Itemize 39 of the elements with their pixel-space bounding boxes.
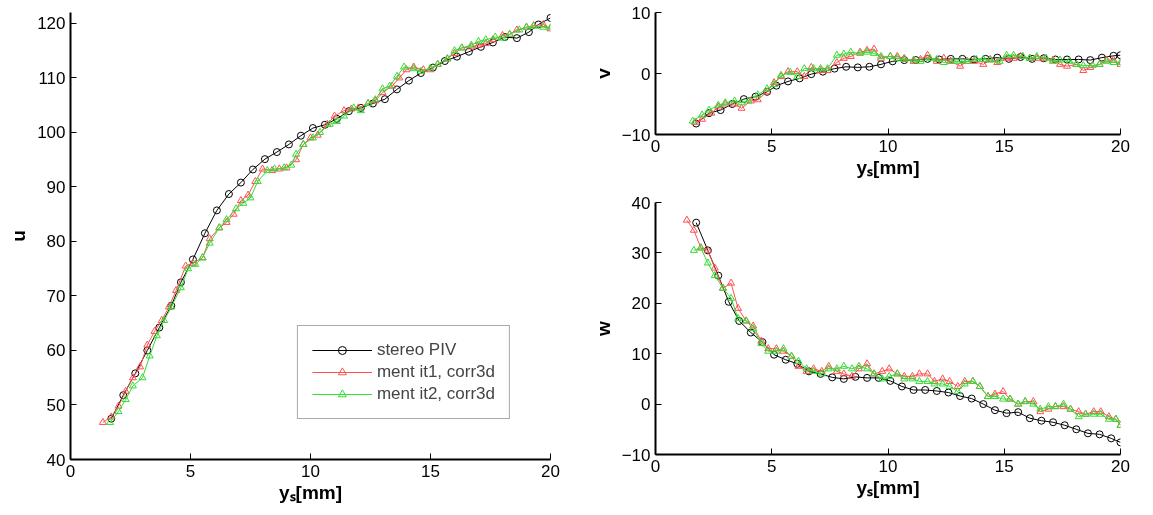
y-axis-title: v — [592, 67, 614, 79]
y-tick-label: 10 — [631, 344, 651, 364]
y-tick-label: 10 — [631, 3, 651, 23]
y-tick-label: 0 — [641, 64, 651, 84]
x-tick-label: 10 — [878, 456, 898, 476]
y-tick-label: 40 — [631, 193, 651, 213]
x-tick-label: 15 — [994, 456, 1014, 476]
y-axis-title: u — [8, 230, 30, 242]
y-tick-label: −10 — [621, 125, 651, 145]
y-axis-title: w — [592, 320, 614, 337]
y-tick-label: 50 — [46, 395, 66, 415]
y-tick-label: 80 — [46, 232, 66, 252]
x-tick-label: 20 — [1111, 136, 1130, 156]
y-tick-label: 110 — [38, 68, 66, 88]
legend-label: ment it1, corr3d — [376, 362, 495, 382]
x-tick-label: 10 — [301, 461, 320, 481]
y-tick-label: 120 — [37, 14, 66, 34]
y-tick-label: −10 — [621, 445, 651, 465]
y-tick-label: 90 — [46, 177, 66, 197]
y-tick-label: 0 — [641, 395, 651, 415]
legend-label: stereo PIV — [376, 340, 457, 360]
x-tick-label: 5 — [185, 461, 196, 481]
y-tick-label: 60 — [46, 341, 66, 361]
y-tick-label: 20 — [631, 294, 651, 314]
y-tick-label: 70 — [46, 286, 66, 306]
x-tick-label: 5 — [767, 136, 777, 156]
legend-label: ment it2, corr3d — [376, 384, 495, 404]
y-tick-label: 40 — [46, 450, 66, 470]
x-tick-label: 20 — [541, 461, 560, 481]
x-tick-label: 5 — [767, 456, 777, 476]
x-axis-title: yₛ[mm] — [279, 481, 343, 503]
x-tick-label: 20 — [1111, 456, 1130, 476]
x-axis-title: yₛ[mm] — [856, 156, 920, 178]
y-tick-label: 30 — [631, 243, 651, 263]
x-tick-label: 10 — [878, 136, 898, 156]
y-tick-label: 100 — [37, 123, 66, 143]
x-axis-title: yₛ[mm] — [856, 476, 920, 498]
x-tick-label: 15 — [421, 461, 440, 481]
x-tick-label: 15 — [994, 136, 1014, 156]
